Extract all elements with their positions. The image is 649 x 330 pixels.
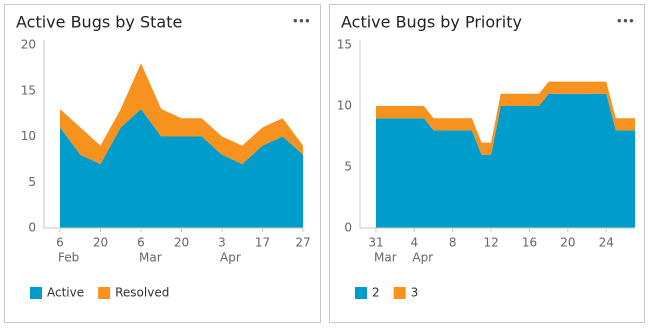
- more-menu[interactable]: •••: [292, 15, 311, 29]
- y-tick-label: 0: [28, 221, 36, 235]
- y-tick-label: 15: [21, 83, 36, 97]
- legend-label: Resolved: [115, 286, 169, 300]
- y-tick-label: 5: [344, 160, 352, 174]
- area: [60, 109, 303, 228]
- x-tick-label: 16: [522, 236, 537, 250]
- area: [376, 93, 635, 228]
- x-tick-month: Mar: [374, 251, 397, 265]
- widget-title: Active Bugs by Priority: [341, 13, 522, 32]
- x-tick-label: 12: [483, 236, 498, 250]
- widget-title: Active Bugs by State: [16, 13, 182, 32]
- legend-swatch: [98, 287, 111, 299]
- x-tick-label: 17: [255, 236, 270, 250]
- area: [60, 63, 303, 164]
- legend-swatch: [30, 287, 42, 299]
- x-tick-label: 27: [295, 236, 310, 250]
- x-tick-label: 4: [411, 236, 419, 250]
- legend-swatch: [393, 287, 406, 299]
- y-tick-label: 0: [344, 221, 352, 235]
- x-tick-month: Apr: [220, 251, 241, 265]
- x-tick-label: 20: [93, 236, 108, 250]
- more-menu[interactable]: •••: [616, 15, 635, 29]
- x-tick-label: 20: [174, 236, 189, 250]
- legend-label: Active: [47, 286, 84, 300]
- legend-swatch: [355, 287, 367, 299]
- x-tick-month: Mar: [139, 251, 162, 265]
- y-tick-label: 15: [337, 38, 352, 52]
- legend-label: 2: [372, 286, 380, 300]
- x-tick-label: 6: [56, 236, 64, 250]
- x-tick-month: Apr: [412, 251, 433, 265]
- x-tick-label: 31: [368, 236, 383, 250]
- area: [376, 81, 635, 155]
- x-tick-month: Feb: [58, 251, 79, 265]
- y-tick-label: 10: [337, 99, 352, 113]
- y-tick-label: 20: [21, 38, 36, 52]
- x-tick-label: 8: [449, 236, 457, 250]
- x-tick-label: 6: [137, 236, 145, 250]
- y-tick-label: 5: [28, 175, 36, 189]
- y-tick-label: 10: [21, 129, 36, 143]
- x-tick-label: 20: [560, 236, 575, 250]
- x-tick-label: 3: [218, 236, 226, 250]
- x-tick-label: 24: [599, 236, 614, 250]
- legend-label: 3: [411, 286, 419, 300]
